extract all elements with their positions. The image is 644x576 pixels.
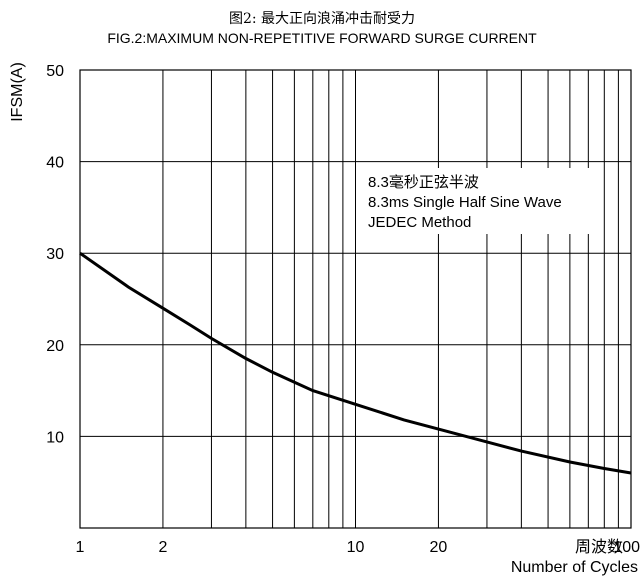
x-tick-label: 2 — [158, 539, 167, 556]
y-tick-label: 30 — [46, 246, 64, 263]
y-tick-label: 40 — [46, 155, 64, 172]
x-tick-labels: 1 2 10 20 100 — [76, 539, 641, 556]
chart-subtitle: FIG.2:MAXIMUM NON-REPETITIVE FORWARD SUR… — [107, 30, 537, 46]
y-axis-label: IFSM(A) — [9, 62, 26, 122]
annotation-method: JEDEC Method — [368, 214, 471, 231]
x-axis-label-cn: 周波数 — [575, 538, 623, 556]
plot-frame — [79, 69, 632, 529]
x-tick-label: 100 — [613, 539, 640, 556]
surge-current-curve — [79, 251, 632, 475]
annotation-cn: 8.3毫秒正弦半波 — [368, 173, 479, 191]
x-tick-label: 10 — [347, 539, 365, 556]
chart-grid — [80, 70, 631, 528]
y-tick-label: 10 — [46, 429, 64, 446]
x-tick-label: 1 — [76, 539, 85, 556]
chart-title: 图2: 最大正向浪涌冲击耐受力 — [228, 11, 416, 27]
y-tick-labels: 10 20 30 40 50 — [46, 63, 64, 446]
y-tick-label: 50 — [46, 63, 64, 80]
x-tick-label: 20 — [430, 539, 448, 556]
y-tick-label: 20 — [46, 338, 64, 355]
annotation-background — [364, 168, 600, 234]
annotation-waveform: 8.3ms Single Half Sine Wave — [368, 194, 562, 211]
x-axis-label: Number of Cycles — [511, 559, 638, 576]
